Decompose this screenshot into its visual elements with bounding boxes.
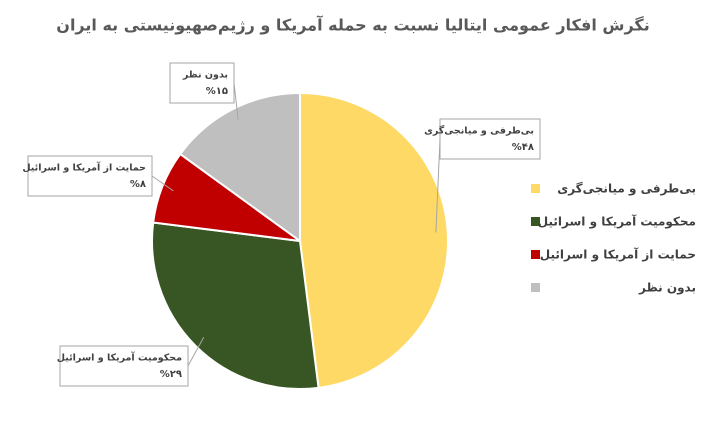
label-box xyxy=(27,155,153,197)
legend-label: بدون نظر xyxy=(638,281,696,296)
legend-label: حمایت از آمریکا و اسرائیل xyxy=(540,247,696,263)
data-label-category: محکومیت آمریکا و اسرائیل xyxy=(57,351,182,364)
legend-swatch xyxy=(531,184,540,193)
data-label-value: %۲۹ xyxy=(160,369,182,380)
leader-line xyxy=(187,337,205,367)
pie-slice xyxy=(299,91,449,389)
legend-swatch xyxy=(531,217,540,226)
data-label-value: %۱۵ xyxy=(206,86,228,97)
pie-slice xyxy=(151,221,320,390)
data-label-category: بی‌طرفی و میانجی‌گری xyxy=(424,125,534,137)
legend-label: بی‌طرفی و میانجی‌گری xyxy=(557,182,696,197)
label-box xyxy=(439,118,541,160)
data-label-value: %۴۸ xyxy=(512,142,534,153)
data-label-category: بدون نظر xyxy=(182,70,228,81)
leader-line xyxy=(435,138,441,233)
leader-line xyxy=(233,82,239,120)
leader-line xyxy=(151,175,174,192)
chart-title: نگرش افکار عمومی ایتالیا نسبت به حمله آم… xyxy=(56,15,649,35)
label-box xyxy=(59,345,189,387)
label-box xyxy=(169,62,235,104)
legend-swatch xyxy=(531,283,540,292)
data-label-value: %۸ xyxy=(130,179,146,190)
data-label-category: حمایت از آمریکا و اسرائیل xyxy=(22,161,146,174)
pie-slice xyxy=(178,91,301,243)
legend-label: محکومیت آمریکا و اسرائیل xyxy=(538,214,696,230)
legend-swatch xyxy=(531,250,540,259)
